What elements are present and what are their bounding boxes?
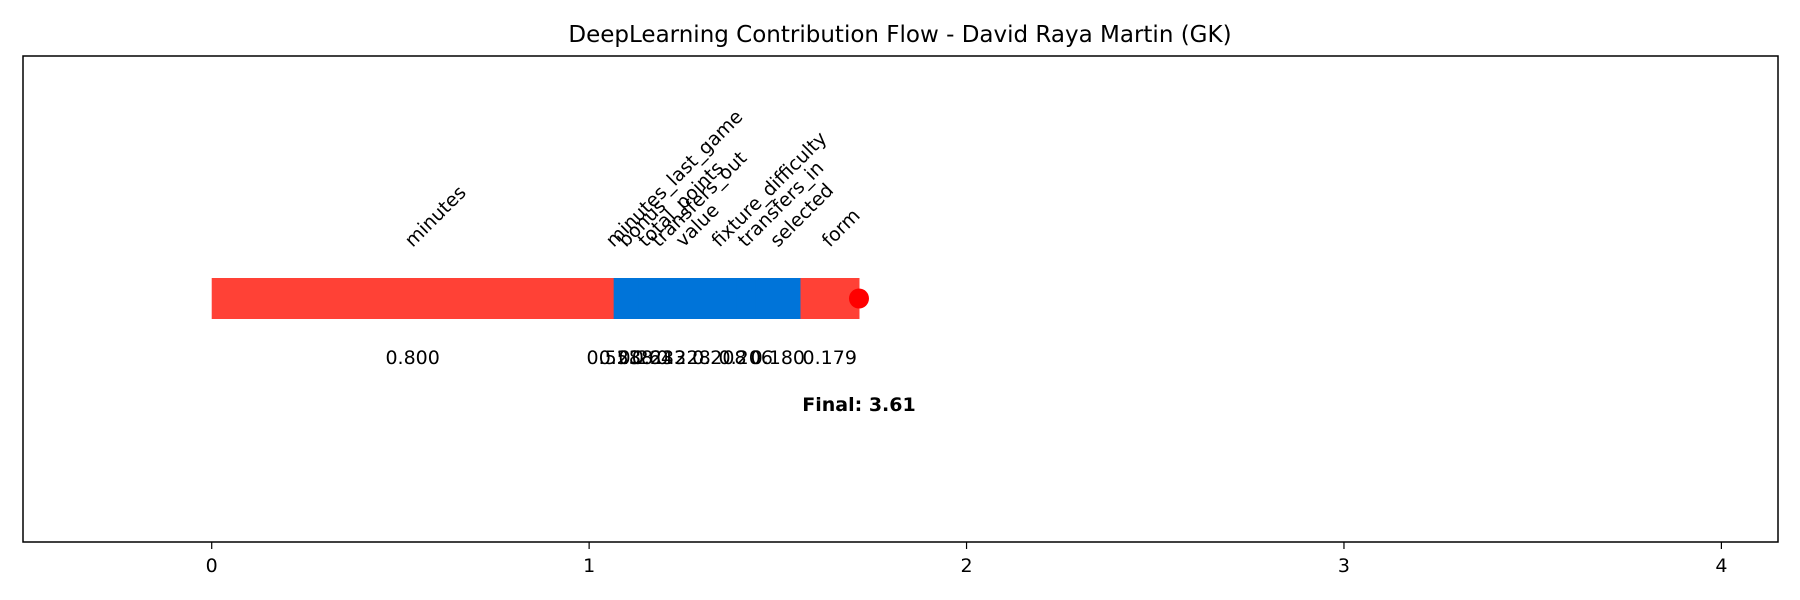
x-tick-label: 1 bbox=[583, 555, 595, 577]
value-label: 0.800 bbox=[385, 347, 439, 369]
feature-label: form bbox=[818, 205, 865, 252]
value-label: 0.264 bbox=[619, 347, 673, 369]
bar-segment-minutes bbox=[211, 278, 615, 319]
bar-segment-total-points bbox=[638, 278, 654, 319]
value-label: 0.288 bbox=[599, 347, 653, 369]
bar-segment-fixture-difficulty bbox=[702, 278, 737, 319]
x-tick-label: 4 bbox=[1715, 555, 1727, 577]
value-label: 0.233 bbox=[632, 347, 686, 369]
value-label: 0.553 bbox=[586, 347, 640, 369]
chart-title: DeepLearning Contribution Flow - David R… bbox=[568, 22, 1231, 48]
bar-segment-value bbox=[664, 278, 703, 319]
bar-segment-transfers-out bbox=[653, 278, 666, 319]
bar-segment-bonus bbox=[613, 278, 639, 319]
x-tick-label: 0 bbox=[206, 555, 218, 577]
feature-labels: minutes minutes_last_gamebonustotal_point… bbox=[401, 106, 865, 252]
value-label: 0.208 bbox=[692, 347, 746, 369]
x-tick-label: 3 bbox=[1338, 555, 1350, 577]
value-label: 0.228 bbox=[656, 347, 710, 369]
value-label: 0.180 bbox=[751, 347, 805, 369]
final-label: Final: 3.61 bbox=[802, 394, 915, 416]
value-label: 0.206 bbox=[719, 347, 773, 369]
value-labels: 0.800 0.5530.2880.2640.2330.2280.2080.206… bbox=[385, 347, 856, 369]
x-tick-label: 2 bbox=[961, 555, 973, 577]
contribution-bars bbox=[211, 278, 860, 319]
plot-frame bbox=[22, 55, 1779, 543]
x-axis: 0 1 2 3 4 bbox=[206, 542, 1727, 577]
feature-label: minutes bbox=[401, 182, 471, 252]
bar-segment-transfers-in bbox=[736, 278, 756, 319]
value-label: 0.179 bbox=[803, 347, 857, 369]
final-marker bbox=[848, 288, 869, 309]
bar-segment-selected bbox=[755, 278, 801, 319]
